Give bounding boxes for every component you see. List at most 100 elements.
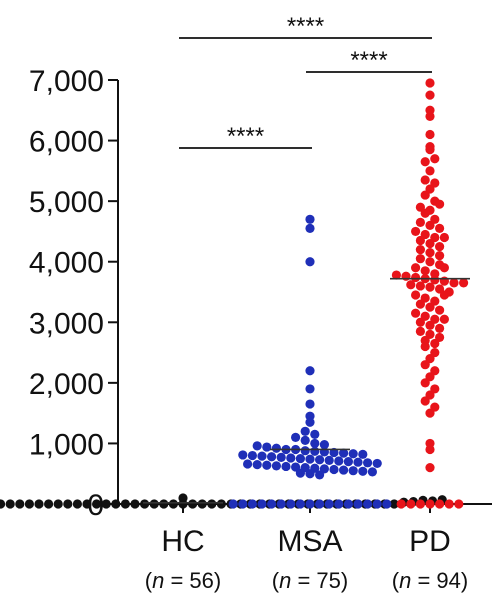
data-point-hc [5,499,15,509]
data-point-msa [267,452,277,462]
data-point-hc [197,499,207,509]
data-point-msa [367,467,377,477]
data-point-pd [415,254,425,264]
data-point-pd [415,317,425,327]
data-point-pd [425,145,435,155]
data-point-msa [305,469,315,479]
data-point-msa [238,499,248,509]
data-point-pd [439,314,449,324]
data-point-pd [415,217,425,227]
category-label-hc: HC [161,525,204,558]
data-point-hc [63,499,73,509]
data-point-pd [420,190,430,200]
data-point-msa [305,499,315,509]
data-point-pd [425,302,435,312]
data-point-msa [305,214,315,224]
data-point-pd [411,226,421,237]
data-point-msa [238,450,248,460]
data-point-msa [348,449,358,459]
data-point-msa [319,440,329,450]
data-point-msa [252,441,262,451]
data-point-pd [435,223,445,233]
data-point-msa [305,399,315,409]
y-tick-label: 2,000 [29,368,104,401]
data-point-msa [334,456,344,466]
data-point-msa [281,461,291,472]
data-point-hc [72,499,82,509]
data-point-hc [82,499,92,509]
data-point-pd [420,266,430,276]
data-point-msa [243,459,253,469]
data-point-msa [363,458,373,468]
data-point-hc [188,499,198,509]
data-point-msa [315,499,325,509]
data-point-hc [178,499,188,509]
data-point-pd [415,235,425,246]
data-point-pd [439,263,449,273]
sample-size-count: = 75) [291,568,348,593]
data-point-pd [449,278,459,288]
data-point-pd [420,360,430,370]
data-point-pd [420,175,430,185]
data-point-pd [435,251,445,261]
data-point-msa [276,499,286,509]
data-point-hc [53,499,63,509]
data-point-pd [425,90,435,100]
x-axis: HC(n = 56)MSA(n = 75)PD(n = 94) [118,503,492,593]
data-point-hc [34,499,44,509]
data-point-pd [406,499,416,509]
y-tick-label: 5,000 [29,186,104,219]
data-point-pd [415,245,425,255]
data-point-pd [430,338,440,349]
data-point-msa [358,466,368,476]
sample-size-count: = 56) [164,568,221,593]
mean-lines [143,277,470,504]
data-point-msa [305,454,315,464]
data-point-msa [300,435,310,445]
data-point-msa [305,223,315,233]
data-point-pd [420,396,430,406]
data-point-msa [339,465,349,475]
data-point-pd [425,238,435,249]
significance-label: **** [227,123,264,150]
data-point-msa [262,460,272,470]
data-point-pd [454,499,464,509]
data-point-pd [411,308,421,318]
data-point-msa [324,455,334,465]
data-point-msa [267,499,277,509]
data-point-pd [406,280,416,290]
data-point-msa [382,499,392,509]
category-label-pd: PD [409,525,451,558]
data-point-msa [247,450,257,461]
data-point-msa [305,417,315,427]
sample-size-count: = 94) [411,568,468,593]
data-point-pd [396,499,406,509]
data-point-hc [216,499,226,509]
data-point-pd [435,323,445,333]
data-point-hc [101,499,111,509]
data-point-hc [92,499,102,509]
data-point-pd [420,208,430,218]
data-point-hc [140,499,150,509]
data-point-hc [159,499,169,509]
data-point-hc [149,499,159,509]
data-point-pd [420,378,430,388]
data-point-hc [44,499,54,509]
data-point-pd [420,157,430,167]
data-point-msa [271,443,281,453]
data-point-msa [372,458,382,469]
data-point-pd [425,444,435,455]
data-point-msa [363,499,373,509]
data-point-pd [439,290,449,300]
data-point-pd [391,270,401,280]
sample-size-label: (n = 75) [272,568,348,593]
data-point-pd [444,499,454,509]
data-point-msa [228,499,238,509]
data-point-pd [411,263,421,273]
y-tick-label: 1,000 [29,428,104,461]
data-point-msa [310,438,320,449]
data-point-msa [286,499,296,509]
data-point-msa [305,257,315,267]
data-point-pd [415,499,425,509]
